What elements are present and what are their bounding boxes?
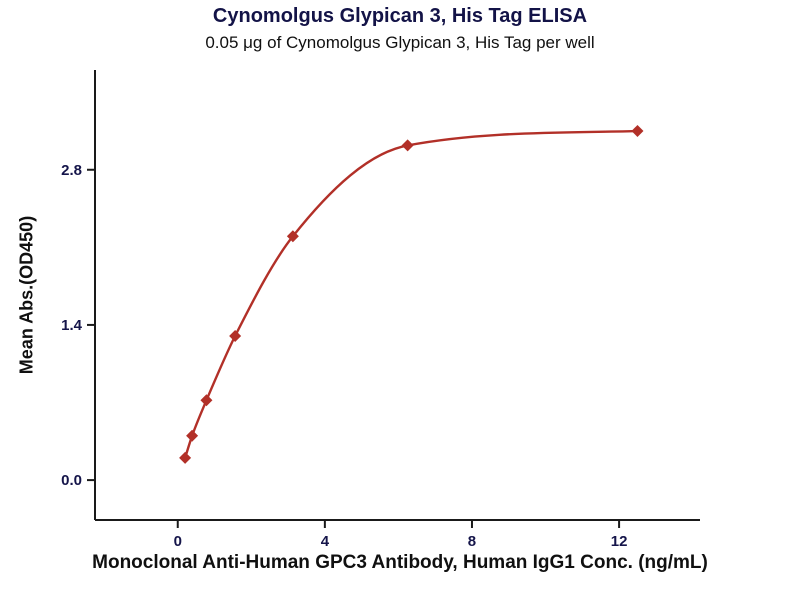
x-tick-label: 0	[174, 533, 182, 550]
data-point-marker	[179, 451, 192, 464]
y-tick-label: 1.4	[61, 317, 83, 334]
fit-curve	[183, 129, 638, 459]
x-tick-label: 8	[468, 533, 476, 550]
data-point-marker	[200, 394, 213, 407]
data-point-marker	[186, 429, 199, 442]
data-point-marker	[401, 139, 414, 152]
data-point-marker	[631, 124, 644, 137]
x-tick-label: 4	[321, 533, 330, 550]
x-tick-label: 12	[611, 533, 628, 550]
chart-subtitle: 0.05 μg of Cynomolgus Glypican 3, His Ta…	[205, 33, 595, 52]
y-tick-label: 0.0	[61, 472, 82, 489]
data-point-marker	[229, 330, 242, 343]
data-point-marker	[286, 230, 299, 243]
y-tick-label: 2.8	[61, 162, 82, 179]
x-axis-label: Monoclonal Anti-Human GPC3 Antibody, Hum…	[92, 552, 708, 573]
chart-title: Cynomolgus Glypican 3, His Tag ELISA	[212, 5, 588, 27]
